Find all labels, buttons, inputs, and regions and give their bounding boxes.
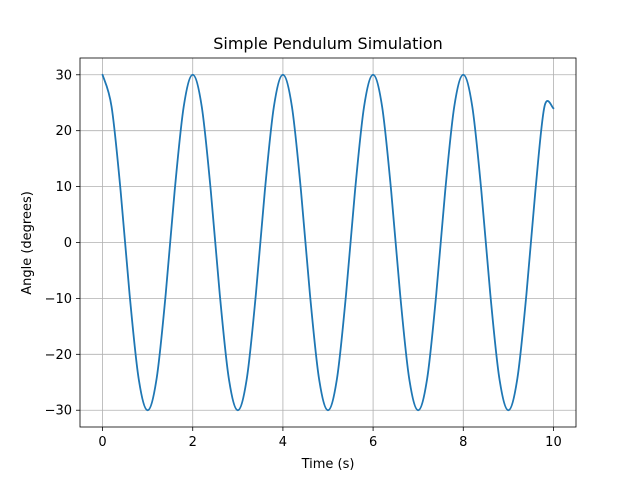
y-tick-label-2: −10	[45, 292, 72, 307]
tick-layer: 0 2 4 6 8 10 −30 −20 −10 0 10 20 30	[45, 68, 562, 450]
series-line-0	[101, 73, 555, 412]
chart-title: Simple Pendulum Simulation	[213, 34, 443, 53]
y-tick-label-6: 30	[55, 68, 72, 83]
y-tick-label-0: −30	[45, 404, 72, 419]
x-tick-label-0: 0	[98, 435, 106, 450]
x-tick-label-2: 4	[279, 435, 287, 450]
y-axis-label: Angle (degrees)	[20, 191, 35, 295]
x-tick-label-3: 6	[369, 435, 377, 450]
grid-layer	[80, 58, 576, 427]
y-tick-label-4: 10	[55, 180, 72, 195]
series-layer	[101, 73, 555, 412]
x-axis-label: Time (s)	[301, 457, 355, 472]
x-tick-label-4: 8	[459, 435, 467, 450]
y-tick-label-1: −20	[45, 348, 72, 363]
y-tick-label-3: 0	[64, 236, 72, 251]
y-tick-label-5: 20	[55, 124, 72, 139]
x-tick-label-1: 2	[189, 435, 197, 450]
x-tick-label-5: 10	[545, 435, 562, 450]
